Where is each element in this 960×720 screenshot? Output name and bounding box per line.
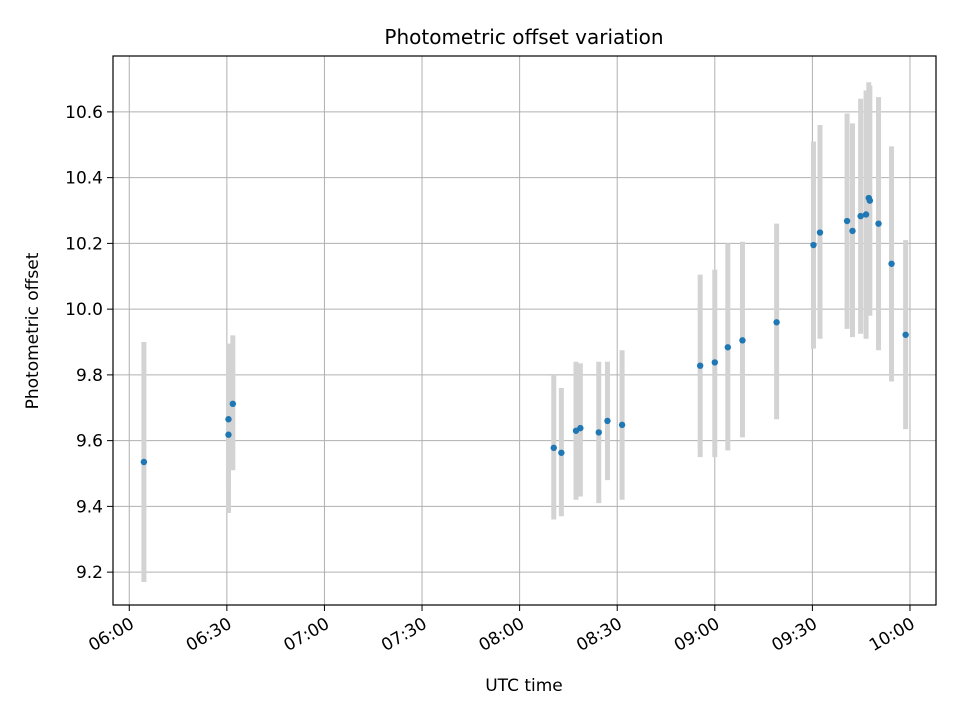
x-axis-label: UTC time [485, 676, 563, 696]
data-point [816, 229, 824, 236]
data-point [888, 260, 895, 267]
y-axis: 9.2 9.4 9.6 9.8 10.0 10.2 10.4 10.6 [65, 103, 113, 583]
data-point [724, 344, 732, 351]
data-point [739, 337, 746, 344]
data-points [140, 194, 909, 466]
data-point [857, 212, 864, 220]
data-point [843, 217, 851, 225]
y-tick-label: 10.0 [65, 300, 103, 320]
data-point [849, 227, 856, 235]
data-point [229, 400, 237, 408]
data-point [875, 220, 882, 227]
y-tick-label: 9.4 [76, 497, 103, 517]
data-point [902, 331, 909, 338]
data-point [810, 241, 817, 249]
data-point [773, 319, 780, 326]
plot-frame [112, 55, 937, 606]
data-point [577, 424, 584, 432]
data-point [866, 197, 874, 204]
data-point [140, 458, 148, 466]
data-point [550, 444, 557, 452]
y-tick-label: 9.2 [76, 563, 103, 583]
y-axis-label: Photometric offset [23, 252, 43, 409]
data-point [711, 359, 718, 366]
data-point [862, 211, 870, 218]
data-point [558, 449, 565, 456]
y-tick-label: 10.6 [65, 103, 103, 123]
data-point [618, 421, 626, 429]
data-point [696, 362, 704, 369]
data-point [225, 431, 232, 438]
data-point [604, 417, 611, 425]
data-point [225, 416, 232, 423]
y-tick-label: 9.8 [76, 366, 103, 386]
y-tick-label: 9.6 [76, 432, 103, 452]
y-tick-label: 10.4 [65, 169, 103, 189]
y-tick-label: 10.2 [65, 234, 103, 254]
data-point [595, 429, 602, 436]
chart-title: Photometric offset variation [384, 25, 663, 49]
